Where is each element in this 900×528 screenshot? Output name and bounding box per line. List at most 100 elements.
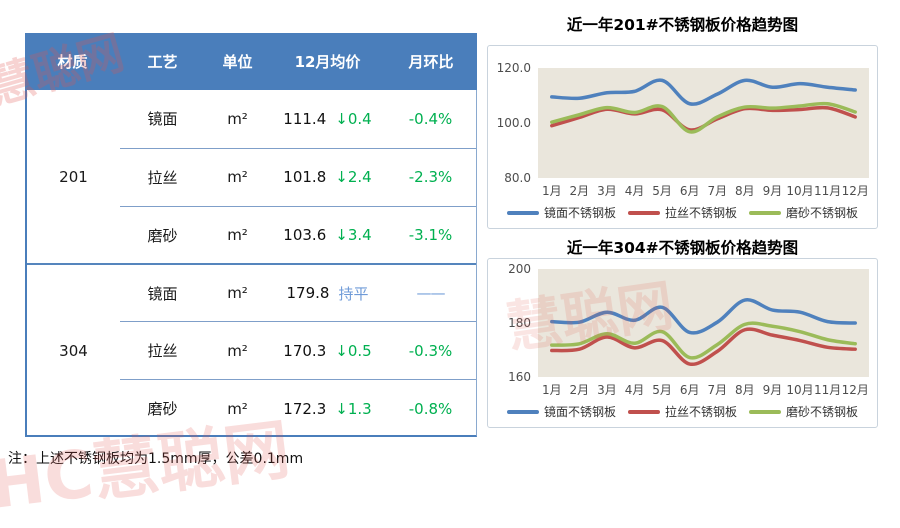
material-cell: 201 (59, 167, 88, 186)
series-line-镜面不锈钢板 (550, 298, 857, 335)
price-table-body: 201 镜面 m² 111.4 ↓0.4 -0.4% 拉丝 m² 101.8 ↓2.4 -2.3% 磨… (25, 90, 477, 437)
process-cell: 拉丝 (120, 147, 205, 206)
x-tick-label: 10月 (786, 184, 813, 198)
series-line-镜面不锈钢板 (550, 78, 857, 106)
price-cell: 172.3 ↓1.3 (270, 379, 385, 437)
table-footnote: 注：上述不锈钢板均为1.5mm厚，公差0.1mm (8, 451, 304, 467)
x-tick-label: 8月 (735, 383, 755, 397)
column-header: 月环比 (408, 53, 454, 71)
price-value: 111.4 (283, 109, 327, 128)
y-tick-label: 160 (508, 370, 531, 384)
price-cell: 170.3 ↓0.5 (270, 321, 385, 379)
price-change-down: ↓3.4 (335, 226, 372, 245)
process-cell: 磨砂 (120, 205, 205, 264)
x-tick-label: 7月 (707, 383, 727, 397)
price-cell: 179.8 持平 (270, 263, 385, 321)
price-change-down: ↓1.3 (335, 399, 372, 418)
column-header: 材质 (57, 53, 88, 71)
column-header: 12月均价 (294, 53, 361, 71)
price-change-down: ↓2.4 (335, 168, 372, 187)
process-cell: 拉丝 (120, 321, 205, 379)
x-tick-label: 2月 (570, 184, 590, 198)
x-tick-label: 7月 (707, 184, 727, 198)
unit-cell: m² (205, 379, 270, 437)
mom-cell: -0.8% (385, 379, 476, 437)
legend-label: 磨砂不锈钢板 (786, 405, 859, 419)
price-change-down: ↓0.4 (335, 109, 372, 128)
x-tick-label: 2月 (570, 383, 590, 397)
price-change-down: ↓0.5 (335, 341, 372, 360)
price-value: 179.8 (286, 284, 330, 303)
price-table-header: 材质 工艺 单位 12月均价 月环比 (25, 33, 477, 90)
x-tick-label: 9月 (763, 383, 783, 397)
column-header: 工艺 (147, 53, 178, 71)
legend-item: 磨砂不锈钢板 (749, 204, 858, 221)
y-tick-label: 120.0 (497, 61, 531, 75)
x-tick-label: 5月 (652, 184, 672, 198)
price-value: 103.6 (283, 226, 327, 245)
y-tick-label: 80.0 (504, 171, 531, 185)
unit-cell: m² (205, 321, 270, 379)
chart-title-304: 近一年304#不锈钢板价格趋势图 (566, 239, 799, 257)
legend-swatch (749, 409, 781, 414)
x-tick-label: 3月 (597, 184, 617, 198)
material-cell: 304 (27, 263, 120, 436)
x-tick-label: 6月 (680, 383, 700, 397)
x-tick-label: 1月 (542, 184, 562, 198)
mom-cell: —— (385, 263, 476, 321)
legend-item: 镜面不锈钢板 (506, 403, 616, 420)
x-tick-label: 3月 (597, 383, 617, 397)
y-tick-label: 180 (508, 316, 531, 330)
series-line-磨砂不锈钢板 (550, 101, 857, 134)
series-line-拉丝不锈钢板 (550, 327, 857, 366)
chart-201: 120.0 100.0 80.0 1月 2月 3月 4月 5月 6月 7月 8月 9月 10月 11月 12… (487, 45, 878, 229)
legend-item: 拉丝不锈钢板 (627, 403, 737, 420)
process-cell: 磨砂 (120, 379, 205, 437)
legend-item: 磨砂不锈钢板 (749, 403, 858, 420)
price-cell: 101.8 ↓2.4 (270, 147, 385, 206)
legend-label: 磨砂不锈钢板 (786, 206, 859, 220)
x-tick-label: 12月 (842, 383, 869, 397)
price-cell: 111.4 ↓0.4 (270, 90, 385, 148)
price-change-flat: 持平 (338, 284, 369, 303)
unit-cell: m² (227, 109, 248, 128)
legend-swatch (506, 210, 539, 215)
x-tick-label: 6月 (680, 184, 700, 198)
unit-cell: m² (205, 205, 270, 264)
legend-label: 镜面不锈钢板 (543, 206, 616, 220)
column-header: 单位 (222, 53, 253, 71)
legend-label: 拉丝不锈钢板 (664, 405, 737, 419)
price-value: 172.3 (283, 399, 327, 418)
x-tick-label: 4月 (625, 184, 645, 198)
chart-legend: 镜面不锈钢板 拉丝不锈钢板 磨砂不锈钢板 (488, 204, 877, 221)
mom-cell: -0.4% (408, 109, 453, 128)
legend-swatch (627, 409, 660, 414)
price-value: 170.3 (283, 341, 327, 360)
x-tick-label: 12月 (842, 184, 869, 198)
legend-swatch (627, 210, 660, 215)
x-tick-label: 10月 (786, 383, 813, 397)
chart-canvas: 200 180 160 1月 2月 3月 4月 5月 6月 7月 8月 9月 10月 11月 12月 (508, 262, 869, 397)
mom-cell: -2.3% (385, 147, 476, 206)
chart-title-201: 近一年201#不锈钢板价格趋势图 (566, 16, 799, 34)
chart-legend: 镜面不锈钢板 拉丝不锈钢板 磨砂不锈钢板 (488, 403, 877, 420)
price-cell: 103.6 ↓3.4 (270, 205, 385, 264)
legend-label: 镜面不锈钢板 (543, 405, 616, 419)
unit-cell: m² (205, 263, 270, 321)
x-tick-label: 1月 (542, 383, 562, 397)
y-tick-label: 100.0 (497, 116, 531, 130)
chart-304: 200 180 160 1月 2月 3月 4月 5月 6月 7月 8月 9月 10月 11月 12月 镜面不锈… (487, 258, 878, 428)
x-tick-label: 4月 (625, 383, 645, 397)
chart-canvas: 120.0 100.0 80.0 1月 2月 3月 4月 5月 6月 7月 8月 9月 10月 11月 12… (497, 61, 869, 198)
x-tick-label: 9月 (763, 184, 783, 198)
process-cell: 镜面 (120, 263, 205, 321)
series-line-磨砂不锈钢板 (550, 321, 857, 360)
x-tick-label: 11月 (814, 184, 841, 198)
legend-label: 拉丝不锈钢板 (664, 206, 737, 220)
legend-item: 拉丝不锈钢板 (627, 204, 737, 221)
mom-cell: -0.3% (385, 321, 476, 379)
x-tick-label: 8月 (735, 184, 755, 198)
legend-swatch (506, 409, 539, 414)
legend-swatch (749, 210, 781, 215)
mom-cell: -3.1% (385, 205, 476, 264)
